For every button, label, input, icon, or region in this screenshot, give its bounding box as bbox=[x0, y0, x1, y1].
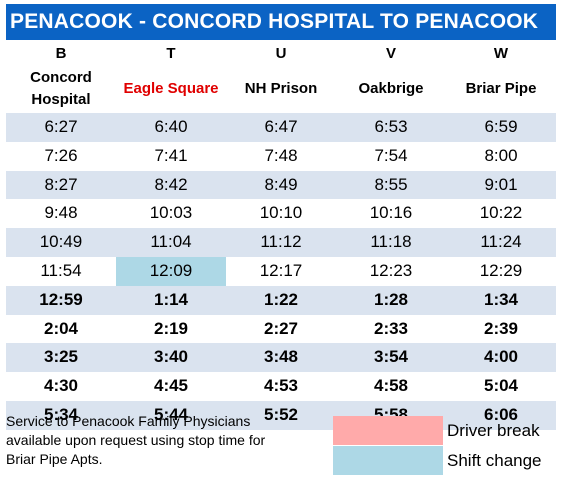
stop-name-line: Concord bbox=[30, 69, 92, 86]
time-cell: 10:22 bbox=[479, 203, 523, 223]
shift-change-swatch bbox=[333, 446, 443, 475]
footnote-line: available upon request using stop time f… bbox=[6, 432, 266, 448]
stop-name-line: Hospital bbox=[31, 91, 91, 108]
table-row: 9:48 10:03 10:10 10:16 10:22 bbox=[6, 199, 556, 228]
time-cell: 5:34 bbox=[43, 404, 79, 424]
time-cell: 12:17 bbox=[259, 260, 303, 280]
time-cell: 8:49 bbox=[264, 174, 298, 194]
table-row: 11:54 12:09 12:17 12:23 12:29 bbox=[6, 256, 556, 286]
time-cell: 8:55 bbox=[374, 174, 408, 194]
table-row: 5:34 5:44 5:52 5:58 6:06 bbox=[6, 400, 556, 430]
table-row: 2:04 2:19 2:27 2:33 2:39 bbox=[6, 315, 556, 344]
time-cell: 6:27 bbox=[44, 117, 78, 136]
time-cell: 7:54 bbox=[374, 145, 408, 165]
stop-code: W bbox=[493, 45, 509, 62]
time-cell: 1:14 bbox=[153, 289, 189, 309]
stop-code: T bbox=[166, 45, 176, 62]
time-cell: 7:41 bbox=[154, 145, 188, 165]
time-cell: 6:06 bbox=[483, 404, 519, 424]
time-cell: 9:48 bbox=[44, 203, 78, 223]
time-cell: 8:00 bbox=[484, 145, 518, 165]
time-cell: 12:29 bbox=[479, 260, 523, 280]
table-row: 10:49 11:04 11:12 11:18 11:24 bbox=[6, 228, 556, 257]
time-cell: 1:34 bbox=[483, 289, 519, 309]
stop-name-header-row: Concord Hospital Eagle Square NH Prison Oakb… bbox=[6, 66, 556, 112]
time-cell: 6:40 bbox=[154, 117, 188, 136]
footnote-line: Service to Penacook Family Physicians bbox=[6, 413, 251, 429]
time-cell: 1:28 bbox=[373, 289, 409, 309]
time-cell: 11:54 bbox=[40, 260, 82, 280]
time-cell: 12:59 bbox=[39, 289, 83, 309]
footnote: Service to Penacook Family Physicians av… bbox=[6, 412, 326, 469]
stop-name: Eagle Square bbox=[116, 66, 226, 112]
time-cell: 5:04 bbox=[483, 376, 519, 396]
time-cell: 4:53 bbox=[263, 376, 299, 396]
time-cell: 7:26 bbox=[44, 145, 78, 165]
time-cell: 2:19 bbox=[153, 318, 189, 338]
time-cell: 6:59 bbox=[484, 117, 518, 136]
time-cell: 12:23 bbox=[369, 260, 413, 280]
page-title: PENACOOK - CONCORD HOSPITAL TO PENACOOK bbox=[6, 4, 556, 40]
time-cell: 6:53 bbox=[374, 117, 408, 136]
time-cell: 3:54 bbox=[373, 347, 409, 367]
time-cell: 4:45 bbox=[153, 376, 189, 396]
time-cell: 3:25 bbox=[43, 347, 79, 367]
time-cell: 11:04 bbox=[150, 232, 192, 252]
time-cell: 11:18 bbox=[370, 232, 412, 252]
time-cell: 10:16 bbox=[369, 203, 413, 223]
shift-change-label: Shift change bbox=[447, 451, 542, 470]
stop-name-line: Oakbrige bbox=[358, 80, 424, 97]
time-cell: 12:09 bbox=[116, 256, 226, 286]
table-row: 6:27 6:40 6:47 6:53 6:59 bbox=[6, 113, 556, 142]
time-cell: 6:47 bbox=[264, 117, 298, 136]
time-cell: 7:48 bbox=[264, 145, 298, 165]
time-cell: 3:48 bbox=[263, 347, 299, 367]
driver-break-label: Driver break bbox=[447, 421, 540, 440]
stop-code: B bbox=[55, 45, 67, 62]
time-cell: 9:01 bbox=[484, 174, 518, 194]
time-cell: 4:00 bbox=[483, 347, 519, 367]
time-cell: 4:30 bbox=[43, 376, 79, 396]
stop-name: Concord Hospital bbox=[6, 66, 116, 112]
time-cell: 2:27 bbox=[263, 318, 299, 338]
time-cell: 10:10 bbox=[259, 203, 303, 223]
time-cell: 2:33 bbox=[373, 318, 409, 338]
time-cell: 1:22 bbox=[263, 289, 299, 309]
stop-name-line: Briar Pipe bbox=[465, 80, 537, 97]
time-cell: 2:39 bbox=[483, 318, 519, 338]
footnote-line: Briar Pipe Apts. bbox=[6, 451, 103, 467]
time-cell: 8:42 bbox=[154, 174, 188, 194]
stop-code: U bbox=[275, 45, 287, 62]
table-row: 3:25 3:40 3:48 3:54 4:00 bbox=[6, 343, 556, 373]
stop-name: Briar Pipe bbox=[446, 66, 556, 112]
stop-name: Oakbrige bbox=[336, 66, 446, 112]
driver-break-swatch bbox=[333, 416, 443, 445]
time-cell: 4:58 bbox=[373, 376, 409, 396]
time-cell: 11:12 bbox=[260, 232, 302, 252]
time-cell: 10:49 bbox=[39, 232, 83, 252]
stop-name-line: NH Prison bbox=[244, 80, 318, 97]
time-cell: 5:52 bbox=[263, 404, 299, 424]
table-row: 4:30 4:45 4:53 4:58 5:04 bbox=[6, 372, 556, 401]
table-row: 12:59 1:14 1:22 1:28 1:34 bbox=[6, 285, 556, 315]
time-cell: 10:03 bbox=[149, 203, 193, 223]
time-cell: 8:27 bbox=[44, 174, 78, 194]
stop-code: V bbox=[385, 45, 396, 62]
table-row: 7:26 7:41 7:48 7:54 8:00 bbox=[6, 142, 556, 171]
time-cell: 5:44 bbox=[153, 404, 189, 424]
stop-name-line: Eagle Square bbox=[123, 80, 219, 97]
time-cell: 3:40 bbox=[153, 347, 189, 367]
timetable: 6:27 6:40 6:47 6:53 6:59 7:26 7:41 7:48 7:54 8:00… bbox=[6, 113, 556, 430]
stop-name: NH Prison bbox=[226, 66, 336, 112]
time-cell: 2:04 bbox=[43, 318, 79, 338]
table-row: 8:27 8:42 8:49 8:55 9:01 bbox=[6, 170, 556, 200]
time-cell: 11:24 bbox=[480, 232, 522, 252]
